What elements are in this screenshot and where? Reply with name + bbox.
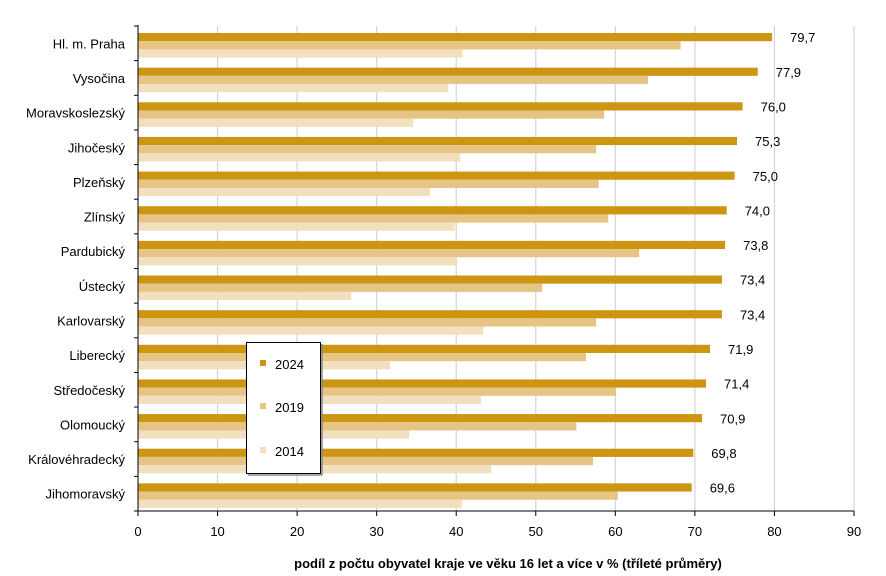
bar-2014 [138, 222, 455, 231]
bar-2014 [138, 118, 414, 127]
bar-2014 [138, 291, 352, 301]
legend-swatch-2024 [260, 360, 266, 366]
bar-2019 [138, 145, 597, 154]
bar-2024 [138, 414, 703, 423]
bar-2024 [138, 206, 727, 215]
data-label: 79,7 [790, 30, 815, 45]
x-tick-label: 40 [449, 524, 463, 539]
bar-2024 [138, 102, 743, 111]
data-label: 77,9 [776, 65, 801, 80]
category-label: Zlínský [84, 210, 126, 225]
bar-2019 [138, 387, 617, 396]
bar-2019 [138, 214, 609, 223]
legend: 2024 2019 2014 [246, 342, 323, 476]
bar-2019 [138, 283, 543, 292]
legend-label: 2019 [275, 400, 304, 415]
data-label: 73,4 [740, 307, 765, 322]
bar-2014 [138, 84, 449, 93]
bar-2024 [138, 310, 722, 319]
bar-2014 [138, 326, 484, 335]
axes [134, 25, 855, 516]
bar-2024 [138, 67, 758, 76]
x-tick-label: 30 [369, 524, 383, 539]
legend-label: 2014 [275, 444, 304, 459]
data-label: 73,8 [743, 238, 768, 253]
category-label: Moravskoslezský [26, 106, 125, 121]
bar-2019 [138, 249, 640, 258]
bar-2014 [138, 153, 461, 162]
bar-2024 [138, 136, 738, 146]
bars [138, 33, 773, 508]
data-label: 69,8 [711, 446, 736, 461]
legend-label: 2024 [275, 357, 304, 372]
legend-swatch-2014 [260, 447, 266, 453]
bar-2014 [138, 499, 462, 508]
bar-2014 [138, 49, 463, 58]
category-label: Jihomoravský [46, 487, 126, 502]
category-label: Jihočeský [68, 140, 126, 155]
data-label: 75,0 [753, 169, 778, 184]
data-label: 74,0 [745, 203, 770, 218]
bar-2024 [138, 240, 726, 250]
data-label: 69,6 [710, 481, 735, 496]
data-labels: 79,7 77,9 76,0 75,3 75,0 74,0 73,8 73,4 73,4 71,9… [710, 30, 816, 495]
x-tick-label: 10 [210, 524, 224, 539]
bar-2024 [138, 275, 722, 284]
bar-2024 [138, 379, 707, 388]
legend-swatch-2019 [260, 403, 266, 409]
category-label: Olomoucký [60, 417, 126, 432]
bar-2019 [138, 491, 618, 500]
bar-2019 [138, 75, 648, 85]
category-label: Vysočina [73, 71, 126, 86]
bar-2019 [138, 352, 586, 362]
x-tick-label: 80 [767, 524, 781, 539]
legend-box [246, 342, 321, 474]
bar-2024 [138, 33, 773, 42]
x-tick-label: 0 [134, 524, 141, 539]
data-label: 75,3 [755, 134, 780, 149]
bar-2019 [138, 456, 594, 466]
bar-2024 [138, 171, 735, 180]
x-tick-label: 60 [608, 524, 622, 539]
bar-2019 [138, 318, 597, 327]
category-label: Středočeský [53, 383, 125, 398]
x-axis-title: podíl z počtu obyvatel kraje ve věku 16 … [294, 556, 722, 571]
x-tick-labels: 0 10 20 30 40 50 60 70 80 90 [134, 524, 861, 539]
bar-2019 [138, 422, 577, 431]
category-label: Karlovarský [57, 313, 125, 328]
bar-2024 [138, 483, 692, 492]
data-label: 71,4 [724, 377, 749, 392]
category-label: Královéhradecký [28, 452, 125, 467]
data-label: 73,4 [740, 273, 765, 288]
x-tick-label: 70 [688, 524, 702, 539]
x-tick-label: 20 [290, 524, 304, 539]
category-label: Liberecký [69, 348, 125, 363]
category-label: Ústecký [79, 279, 126, 294]
category-labels: Hl. m. Praha Vysočina Moravskoslezský Jihoč… [26, 36, 126, 501]
bar-2019 [138, 179, 599, 188]
category-label: Pardubický [61, 244, 126, 259]
x-tick-label: 50 [529, 524, 543, 539]
bar-2024 [138, 448, 694, 457]
data-label: 70,9 [720, 411, 745, 426]
data-label: 76,0 [761, 99, 786, 114]
category-label: Plzeňský [73, 175, 126, 190]
bar-2014 [138, 187, 430, 197]
bar-2014 [138, 257, 457, 266]
data-label: 71,9 [728, 342, 753, 357]
x-tick-label: 90 [847, 524, 861, 539]
bar-2019 [138, 41, 681, 50]
category-label: Hl. m. Praha [53, 36, 126, 51]
bar-2019 [138, 110, 605, 119]
bar-2024 [138, 344, 711, 353]
